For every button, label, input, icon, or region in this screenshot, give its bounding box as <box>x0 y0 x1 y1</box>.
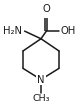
Text: CH₃: CH₃ <box>32 94 50 102</box>
Text: O: O <box>42 4 50 14</box>
Text: N: N <box>37 75 45 85</box>
Text: OH: OH <box>60 26 76 36</box>
Text: H₂N: H₂N <box>3 26 22 36</box>
